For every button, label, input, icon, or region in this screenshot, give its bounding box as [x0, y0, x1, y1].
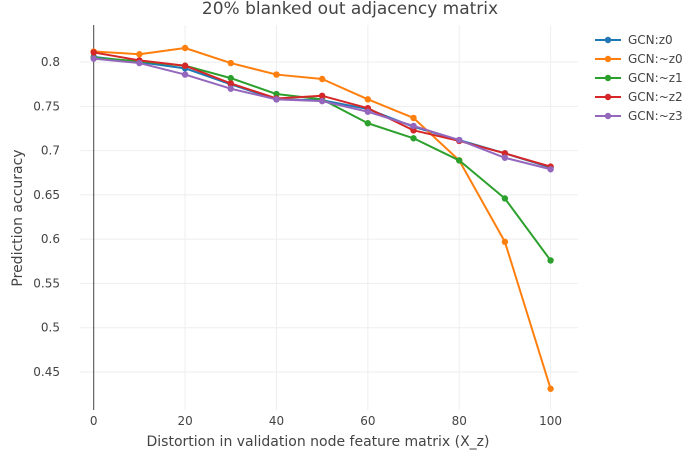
- gridlines: [80, 25, 578, 410]
- data-point[interactable]: [501, 150, 509, 157]
- x-tick-label: 100: [539, 414, 562, 428]
- legend-swatch-marker: [604, 74, 612, 82]
- data-point[interactable]: [181, 71, 189, 78]
- series-4: [90, 55, 554, 173]
- data-point[interactable]: [547, 166, 554, 173]
- legend-item[interactable]: GCN:~z0: [595, 52, 683, 66]
- data-point[interactable]: [181, 44, 189, 52]
- data-point[interactable]: [273, 90, 280, 98]
- y-tick-label: 0.8: [41, 55, 60, 69]
- data-point[interactable]: [227, 59, 234, 67]
- legend-item[interactable]: GCN:z0: [595, 33, 673, 47]
- y-tick-label: 0.7: [41, 144, 60, 158]
- legend-swatch-marker: [604, 112, 612, 120]
- data-point[interactable]: [410, 122, 417, 130]
- legend-label: GCN:~z1: [628, 71, 683, 85]
- legend-item[interactable]: GCN:~z1: [595, 71, 683, 85]
- y-tick-label: 0.6: [41, 232, 60, 246]
- series-1: [90, 44, 554, 392]
- data-point[interactable]: [318, 97, 326, 105]
- legend-swatch-marker: [604, 55, 612, 63]
- data-point[interactable]: [273, 96, 280, 103]
- legend-swatch-marker: [604, 36, 612, 44]
- x-tick-label: 40: [269, 414, 284, 428]
- data-point[interactable]: [364, 108, 372, 115]
- x-tick-label: 20: [177, 414, 192, 428]
- legend-item[interactable]: GCN:~z3: [595, 109, 683, 123]
- data-point[interactable]: [456, 157, 463, 164]
- legend-label: GCN:z0: [628, 33, 673, 47]
- data-point[interactable]: [318, 92, 326, 100]
- data-point[interactable]: [227, 85, 234, 92]
- data-point[interactable]: [273, 71, 280, 78]
- data-point[interactable]: [90, 49, 97, 56]
- data-point[interactable]: [364, 120, 372, 127]
- legend-label: GCN:~z2: [628, 90, 683, 104]
- data-point[interactable]: [410, 127, 417, 134]
- data-point[interactable]: [410, 135, 417, 142]
- legend-item[interactable]: GCN:~z2: [595, 90, 683, 104]
- legend[interactable]: GCN:z0 GCN:~z0 GCN:~z1 GCN:~z2 GCN:~z3: [595, 33, 683, 123]
- series-line: [93, 57, 551, 171]
- legend-label: GCN:~z0: [628, 52, 683, 66]
- data-point[interactable]: [501, 238, 509, 246]
- y-axis-title: Prediction accuracy: [10, 149, 26, 286]
- data-point[interactable]: [410, 114, 417, 122]
- data-point[interactable]: [227, 80, 234, 87]
- data-point[interactable]: [227, 74, 234, 82]
- data-point[interactable]: [547, 385, 554, 392]
- data-point[interactable]: [318, 75, 326, 83]
- series-line: [93, 56, 552, 262]
- data-point[interactable]: [136, 51, 143, 58]
- data-point[interactable]: [90, 55, 97, 62]
- y-tick-label: 0.75: [33, 99, 60, 113]
- data-point[interactable]: [501, 154, 509, 161]
- series-0: [90, 53, 554, 171]
- series-layer: [90, 44, 554, 392]
- x-tick-label: 60: [360, 414, 375, 428]
- data-point[interactable]: [456, 136, 463, 144]
- axes: 0.45 0.5 0.55 0.6 0.65 0.7 0.75 0.8 0 20 40 60 80 100: [33, 25, 562, 428]
- y-tick-label: 0.45: [33, 365, 60, 379]
- series-2: [90, 54, 554, 264]
- data-point[interactable]: [364, 96, 372, 103]
- data-point[interactable]: [136, 59, 143, 67]
- chart-title: 20% blanked out adjacency matrix: [202, 0, 498, 19]
- x-tick-label: 0: [90, 414, 98, 428]
- data-point[interactable]: [181, 62, 189, 69]
- y-tick-label: 0.65: [33, 188, 60, 202]
- data-point[interactable]: [501, 195, 509, 202]
- x-axis-title: Distortion in validation node feature ma…: [147, 434, 490, 450]
- legend-swatch-marker: [604, 93, 612, 101]
- y-tick-label: 0.55: [33, 276, 60, 290]
- data-point[interactable]: [547, 257, 554, 264]
- y-tick-label: 0.5: [41, 321, 60, 335]
- legend-label: GCN:~z3: [628, 109, 683, 123]
- x-tick-label: 80: [452, 414, 467, 428]
